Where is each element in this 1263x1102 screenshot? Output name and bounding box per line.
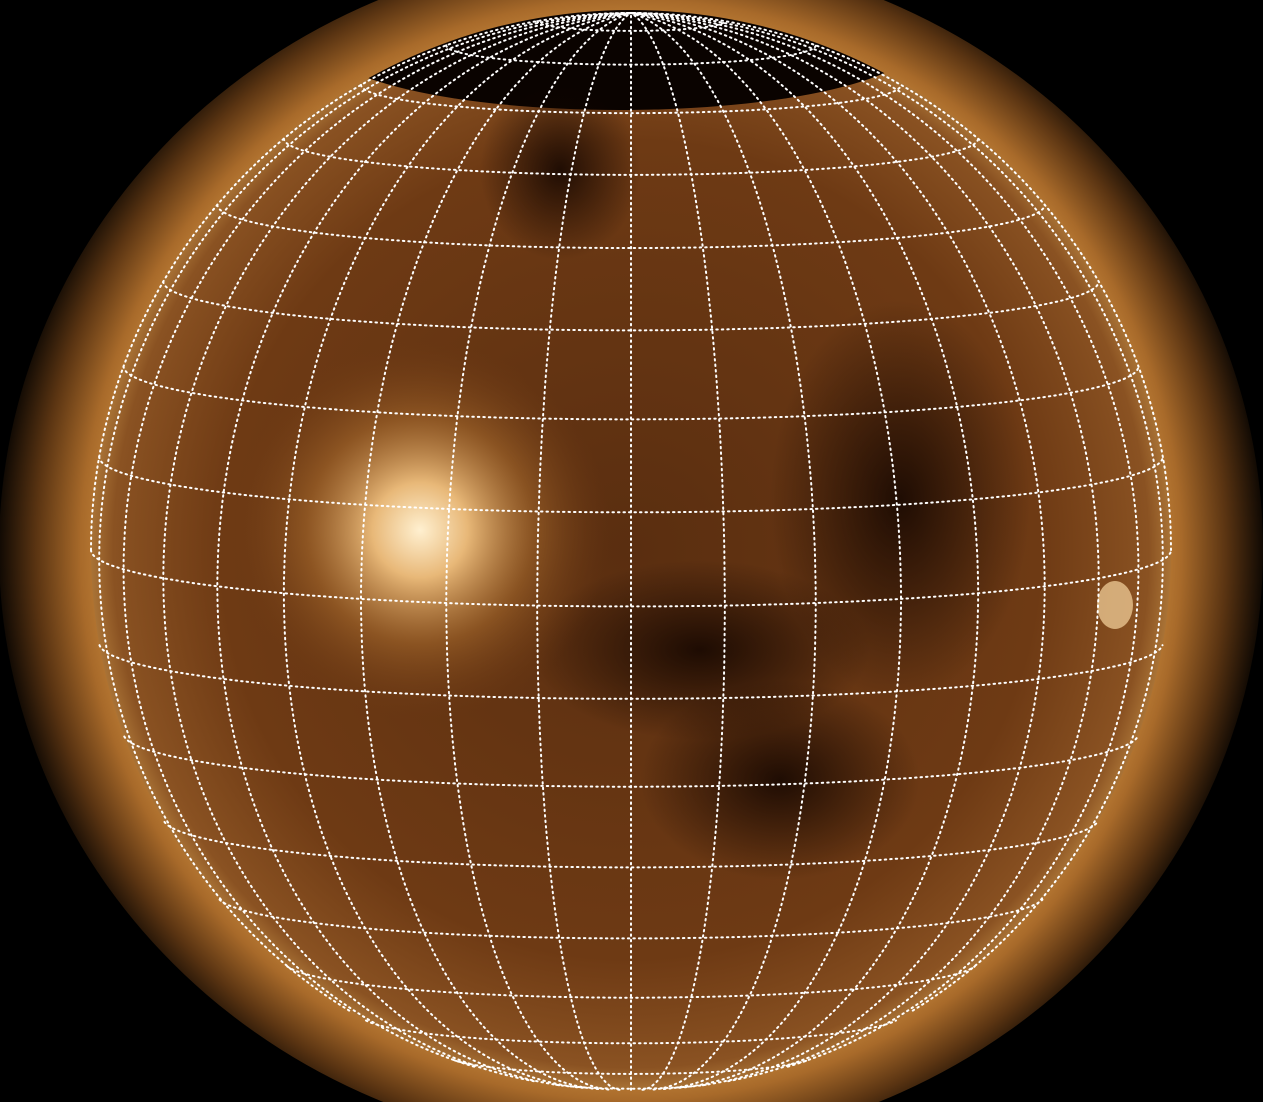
grid-line [90,549,1172,608]
grid-line [122,365,1140,421]
grid-line [163,820,1099,869]
grid-line [282,137,980,176]
grid-line [122,12,632,1068]
coronal-hole [480,80,640,260]
grid-line [365,1019,897,1045]
grid-line [98,455,1164,514]
grid-line [162,280,1100,332]
bright-point [1097,581,1133,629]
grid-line [630,12,1046,1087]
grid-line [90,12,632,551]
grid-line [360,83,902,115]
grid-line [216,203,1046,249]
grid-line [536,12,632,1091]
grid-line [360,12,632,1090]
grid-line [282,12,632,1089]
coronal-hole [770,300,1030,700]
grid-line [123,735,1139,788]
coronal-hole [640,680,920,880]
grid-line [218,898,1044,940]
grid-line [445,12,632,1091]
grid-line [630,12,980,1089]
grid-line [286,965,976,999]
grid-line [630,12,817,1091]
grid-line [630,12,1164,1012]
grid-line [536,20,726,32]
heliographic-grid [90,12,1172,1091]
active-region [230,340,610,720]
grid-line [216,12,632,1087]
grid-line [630,12,902,1090]
grid-line [630,12,726,1091]
grid-line [630,12,1172,551]
grid-line [445,44,817,66]
grid-line [453,1059,809,1075]
disk-features [230,10,1133,880]
grid-line [630,12,1140,1068]
grid-line [98,644,1164,700]
grid-line [98,12,632,1012]
